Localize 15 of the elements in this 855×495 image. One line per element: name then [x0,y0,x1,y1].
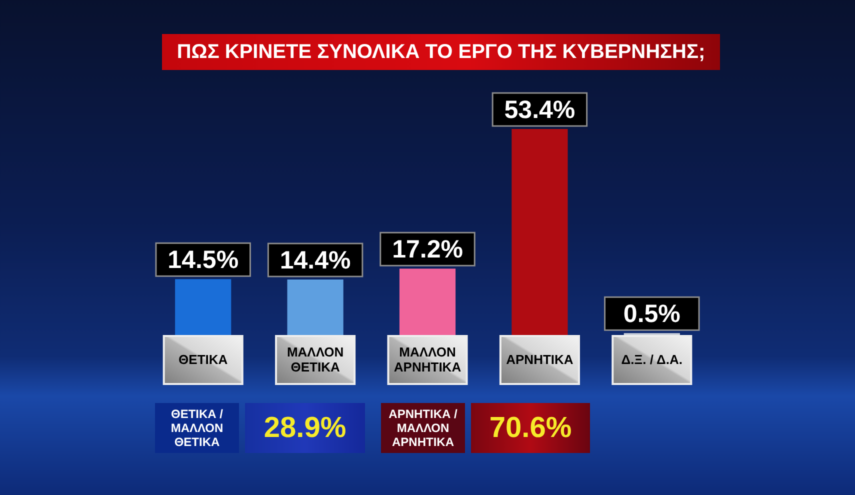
chart-title: ΠΩΣ ΚΡΙΝΕΤΕ ΣΥΝΟΛΙΚΑ ΤΟ ΕΡΓΟ ΤΗΣ ΚΥΒΕΡΝΗΣΗΣ; [176,41,706,63]
data-label: 17.2% [392,236,463,264]
text: 70.6% [489,412,572,444]
data-label: 14.5% [168,246,239,274]
text: ΘΕΤΙΚΑ / ΜΑΛΛΟΝ ΘΕΤΙΚΑ [170,407,224,449]
x-tick-label: ΜΑΛΛΟΝ ΑΡΝΗΤΙΚΑ [394,344,462,374]
data-label: 14.4% [280,246,351,274]
data-label: 53.4% [504,96,576,124]
x-tick-label: ΜΑΛΛΟΝ ΘΕΤΙΚΑ [286,344,344,374]
x-tick-label: Δ.Ξ. / Δ.Α. [621,352,683,367]
x-tick-label: ΑΡΝΗΤΙΚΑ [506,352,574,367]
x-tick-label: ΘΕΤΙΚΑ [178,352,228,367]
text: ΑΡΝΗΤΙΚΑ / ΜΑΛΛΟΝ ΑΡΝΗΤΙΚΑ [388,407,458,449]
text: 28.9% [264,412,346,444]
data-label: 0.5% [623,300,680,328]
